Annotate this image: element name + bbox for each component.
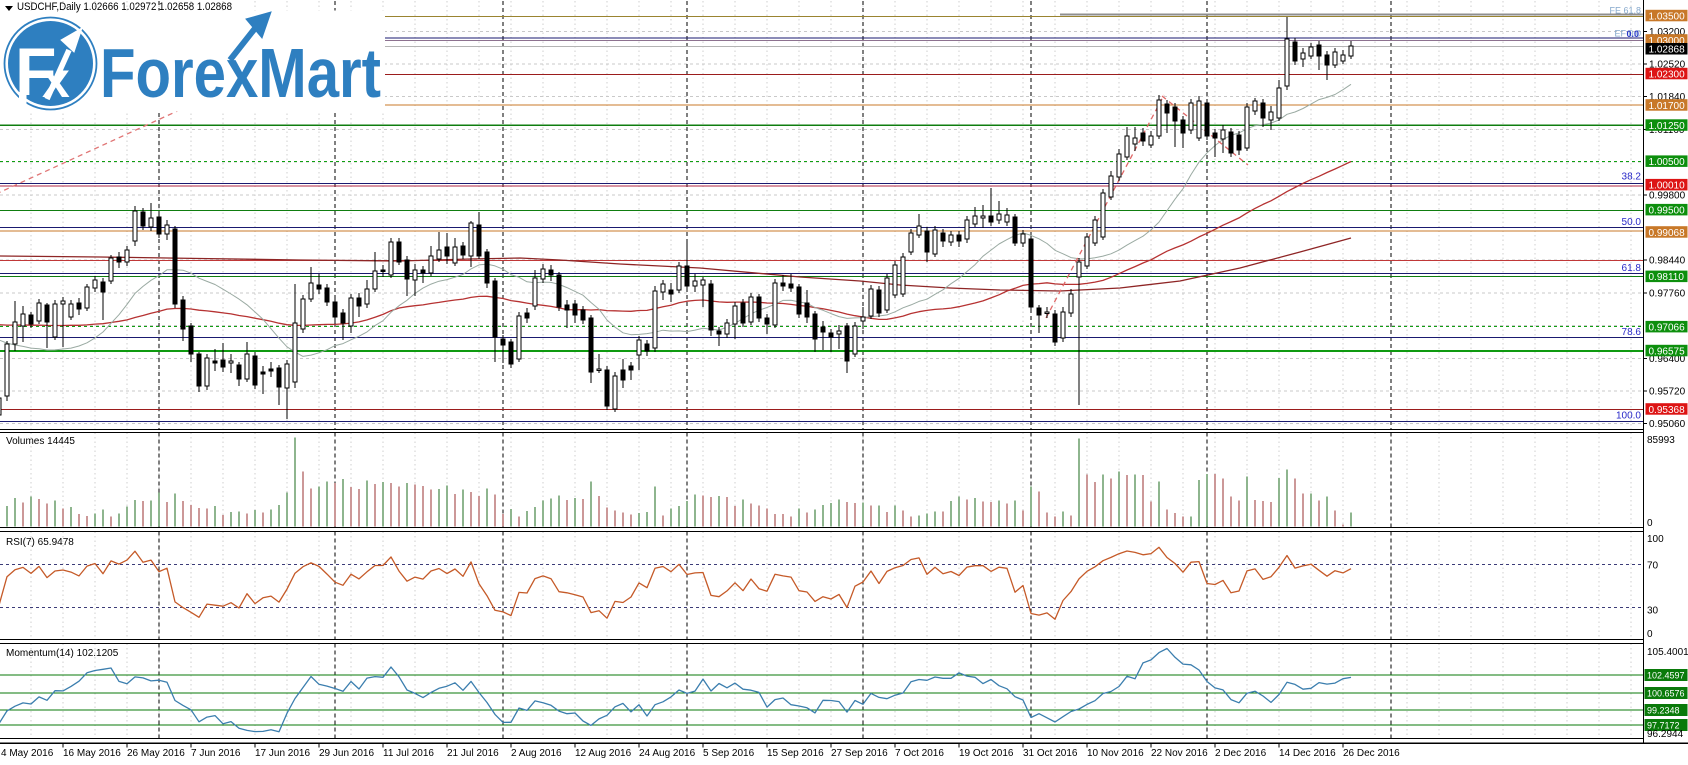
svg-text:1.03200: 1.03200 [1649, 27, 1686, 38]
svg-text:100.6576: 100.6576 [1647, 689, 1685, 699]
svg-text:0: 0 [1647, 518, 1653, 529]
svg-text:26 Dec 2016: 26 Dec 2016 [1343, 748, 1400, 759]
svg-text:31 Oct 2016: 31 Oct 2016 [1023, 748, 1078, 759]
svg-text:1.01700: 1.01700 [1649, 101, 1686, 112]
svg-text:70: 70 [1647, 561, 1659, 572]
svg-text:2 Dec 2016: 2 Dec 2016 [1215, 748, 1267, 759]
svg-text:0.95060: 0.95060 [1649, 419, 1686, 430]
svg-text:0.96400: 0.96400 [1649, 354, 1686, 365]
svg-text:0: 0 [1647, 629, 1653, 640]
svg-text:1.03500: 1.03500 [1649, 11, 1686, 22]
svg-text:1.02520: 1.02520 [1649, 60, 1686, 71]
svg-text:17 Jun 2016: 17 Jun 2016 [255, 748, 310, 759]
svg-text:5 Sep 2016: 5 Sep 2016 [703, 748, 755, 759]
svg-text:14 Dec 2016: 14 Dec 2016 [1279, 748, 1336, 759]
svg-text:96.2944: 96.2944 [1647, 729, 1684, 740]
svg-text:7 Oct 2016: 7 Oct 2016 [895, 748, 944, 759]
svg-text:0.96575: 0.96575 [1649, 346, 1686, 357]
svg-text:78.6: 78.6 [1622, 327, 1642, 338]
svg-text:0.97760: 0.97760 [1649, 288, 1686, 299]
svg-text:100.0: 100.0 [1616, 411, 1641, 422]
svg-text:50.0: 50.0 [1622, 217, 1642, 228]
svg-text:11 Jul 2016: 11 Jul 2016 [383, 748, 434, 759]
svg-text:2 Aug 2016: 2 Aug 2016 [511, 748, 562, 759]
svg-text:0.99068: 0.99068 [1649, 228, 1686, 239]
svg-text:1.01250: 1.01250 [1649, 121, 1686, 132]
svg-text:27 Sep 2016: 27 Sep 2016 [831, 748, 888, 759]
svg-text:1.02868: 1.02868 [1649, 45, 1686, 56]
svg-text:19 Oct 2016: 19 Oct 2016 [959, 748, 1014, 759]
svg-text:99.2348: 99.2348 [1647, 706, 1680, 716]
svg-text:0.99500: 0.99500 [1649, 206, 1686, 217]
svg-text:61.8: 61.8 [1622, 263, 1642, 274]
svg-text:1.00500: 1.00500 [1649, 157, 1686, 168]
svg-text:102.4597: 102.4597 [1647, 671, 1685, 681]
svg-text:85993: 85993 [1647, 435, 1675, 446]
svg-text:100: 100 [1647, 534, 1664, 545]
svg-text:97.7172: 97.7172 [1647, 721, 1680, 731]
svg-text:24 Aug 2016: 24 Aug 2016 [639, 748, 696, 759]
svg-text:105.4001: 105.4001 [1647, 647, 1688, 658]
svg-text:0.0: 0.0 [1626, 29, 1639, 39]
svg-text:12 Aug 2016: 12 Aug 2016 [575, 748, 632, 759]
svg-text:1.03000: 1.03000 [1649, 36, 1686, 47]
svg-text:0.95720: 0.95720 [1649, 387, 1686, 398]
svg-text:FE 61.8: FE 61.8 [1609, 6, 1641, 16]
svg-text:Momentum(14) 102.1205: Momentum(14) 102.1205 [6, 648, 119, 659]
svg-text:21 Jul 2016: 21 Jul 2016 [447, 748, 499, 759]
svg-text:29 Jun 2016: 29 Jun 2016 [319, 748, 374, 759]
svg-text:0.95368: 0.95368 [1649, 405, 1686, 416]
svg-text:22 Nov 2016: 22 Nov 2016 [1151, 748, 1208, 759]
svg-text:15 Sep 2016: 15 Sep 2016 [767, 748, 824, 759]
svg-text:EF 0.0: EF 0.0 [1614, 29, 1641, 39]
svg-text:0.98110: 0.98110 [1649, 272, 1685, 283]
svg-text:Volumes 14445: Volumes 14445 [6, 436, 75, 447]
svg-text:0.98440: 0.98440 [1649, 256, 1686, 267]
svg-text:4 May 2016: 4 May 2016 [1, 748, 54, 759]
svg-text:10 Nov 2016: 10 Nov 2016 [1087, 748, 1144, 759]
svg-text:1.01840: 1.01840 [1649, 92, 1686, 103]
svg-text:1.02300: 1.02300 [1649, 69, 1686, 80]
svg-text:30: 30 [1647, 606, 1659, 617]
svg-text:0.99800: 0.99800 [1649, 190, 1686, 201]
svg-text:0.97066: 0.97066 [1649, 322, 1686, 333]
svg-text:7 Jun 2016: 7 Jun 2016 [191, 748, 241, 759]
svg-text:USDCHF,Daily 1.02666 1.02972: USDCHF,Daily 1.02666 1.02972 1.02658 1.0… [17, 1, 232, 13]
svg-text:16 May 2016: 16 May 2016 [63, 748, 121, 759]
svg-text:1.00010: 1.00010 [1649, 181, 1686, 192]
svg-text:RSI(7) 65.9478: RSI(7) 65.9478 [6, 537, 74, 548]
svg-text:38.2: 38.2 [1622, 172, 1642, 183]
svg-text:26 May 2016: 26 May 2016 [127, 748, 185, 759]
